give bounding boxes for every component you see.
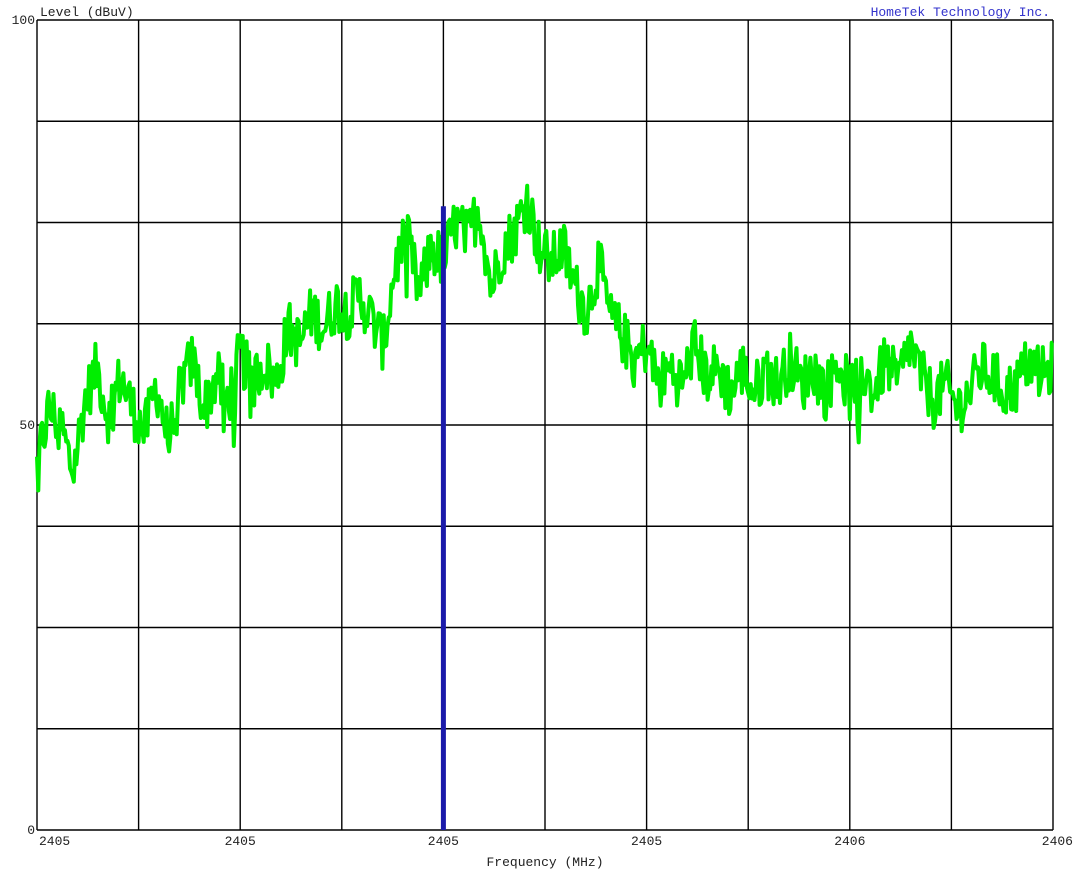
x-tick-label: 2406 — [1042, 834, 1073, 849]
x-tick-labels: 2405 2405 2405 2405 2406 2406 — [39, 834, 1073, 849]
spectrum-trace — [35, 183, 1054, 493]
x-tick-label: 2405 — [631, 834, 662, 849]
x-tick-label: 2405 — [39, 834, 70, 849]
x-tick-label: 2405 — [428, 834, 459, 849]
y-axis-label: Level (dBuV) — [40, 5, 134, 20]
grid — [36, 19, 1054, 831]
x-axis-label: Frequency (MHz) — [486, 855, 603, 870]
y-tick-label: 50 — [19, 418, 35, 433]
x-tick-label: 2406 — [834, 834, 865, 849]
y-tick-label: 0 — [27, 823, 35, 838]
brand-label: HomeTek Technology Inc. — [871, 5, 1050, 20]
y-tick-label: 100 — [12, 13, 35, 28]
trace-layer — [35, 183, 1054, 493]
y-tick-labels: 100 50 0 — [12, 13, 35, 838]
x-tick-label: 2405 — [225, 834, 256, 849]
label-layer: Level (dBuV) HomeTek Technology Inc. Fre… — [40, 5, 1050, 870]
